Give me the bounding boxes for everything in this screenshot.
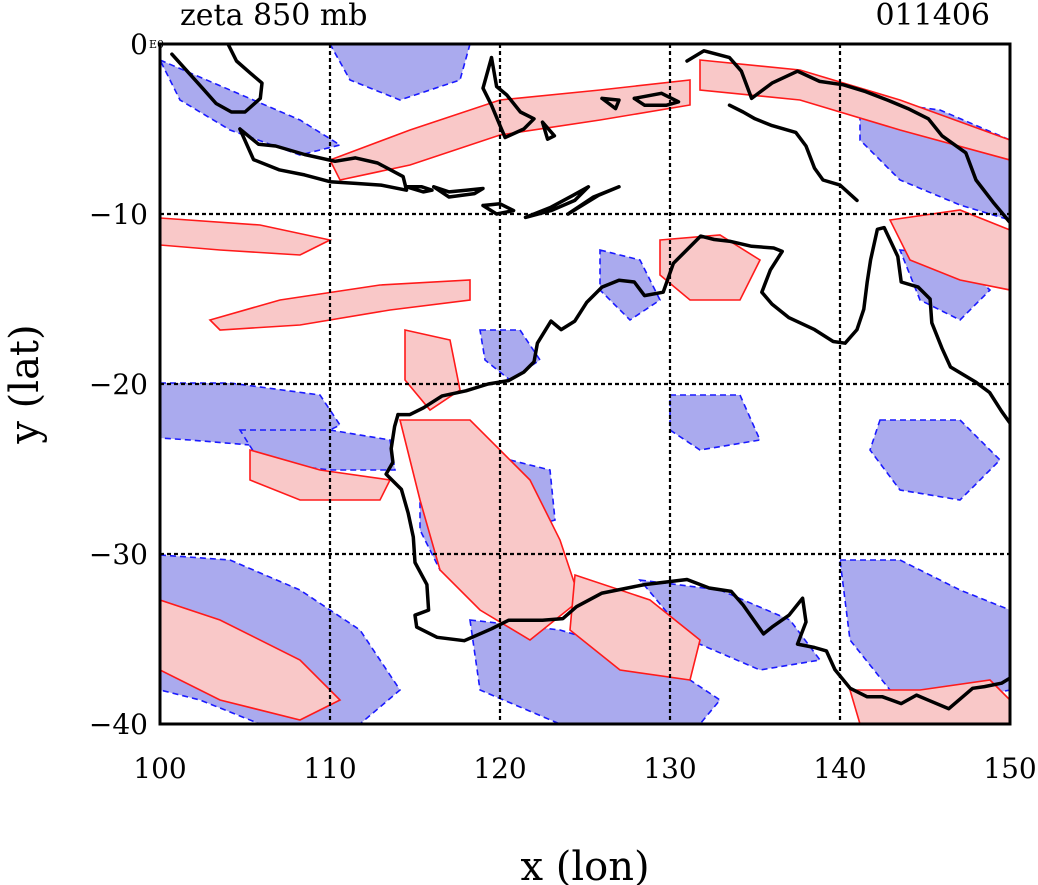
plot-title-left: zeta 850 mb [180, 0, 368, 33]
grid-lines [160, 44, 1010, 724]
x-tick-label: 120 [473, 752, 526, 785]
plot-area [158, 42, 1012, 726]
coastline-segment [727, 103, 859, 203]
coastline-segment [396, 225, 1010, 425]
coastline-segment [600, 96, 621, 111]
y-tick-label: 0 [130, 28, 148, 61]
x-tick-label: 150 [983, 752, 1036, 785]
y-tick-label: −20 [89, 368, 148, 401]
coastline-segment [384, 412, 1010, 711]
coastline-segment [170, 44, 264, 114]
coastline-segment [632, 91, 681, 107]
x-axis: 100 110 120 130 140 150 [133, 752, 1036, 785]
x-tick-label: 140 [813, 752, 866, 785]
anticyclonic-band-west-2 [249, 448, 392, 501]
anticyclonic-region-southwest-ocean [160, 599, 342, 721]
plot-title-right: 011406 [875, 0, 990, 33]
coastline-segment [481, 55, 536, 140]
y-tick-label: −10 [89, 198, 148, 231]
coastline-segment [566, 185, 621, 216]
x-tick-label: 130 [643, 752, 696, 785]
x-tick-label: 110 [303, 752, 356, 785]
y-tick-exponent: E0 [149, 38, 164, 51]
x-axis-label: x (lon) [520, 844, 649, 885]
vorticity-field [160, 44, 1010, 724]
cyclonic-region-east [869, 419, 1002, 501]
positive-vorticity-fill [160, 59, 1010, 724]
y-tick-label: −40 [89, 708, 148, 741]
plot-frame [158, 42, 1012, 726]
coastline-segment [431, 185, 485, 199]
coastline-segment [238, 127, 409, 192]
y-tick-label: −30 [89, 538, 148, 571]
coastline-segment [404, 185, 434, 194]
cyclonic-region-north-2 [329, 44, 471, 101]
anticyclonic-band-north [328, 79, 691, 181]
cyclonic-region-south [469, 619, 722, 724]
x-tick-label: 100 [133, 752, 186, 785]
y-axis: 0 −10 −20 −30 −40 E0 [89, 28, 164, 741]
coastline-segment [540, 120, 557, 141]
anticyclonic-band-indian-ocean [208, 279, 471, 331]
anticyclonic-band-west [160, 217, 333, 256]
anticyclonic-band-northeast [699, 59, 1010, 161]
cyclonic-region-gulf [599, 248, 662, 322]
anticyclonic-region-northeast [888, 209, 1010, 291]
coastline-segment [523, 185, 591, 220]
coastline [170, 44, 1010, 711]
cyclonic-region-southeast [839, 559, 1010, 701]
anticyclonic-region-south [569, 573, 701, 681]
coastline-segment [685, 49, 1010, 225]
coastline-segment [481, 202, 516, 216]
y-axis-label: y (lat) [2, 324, 48, 444]
anticyclonic-region-shark-bay [404, 329, 461, 412]
